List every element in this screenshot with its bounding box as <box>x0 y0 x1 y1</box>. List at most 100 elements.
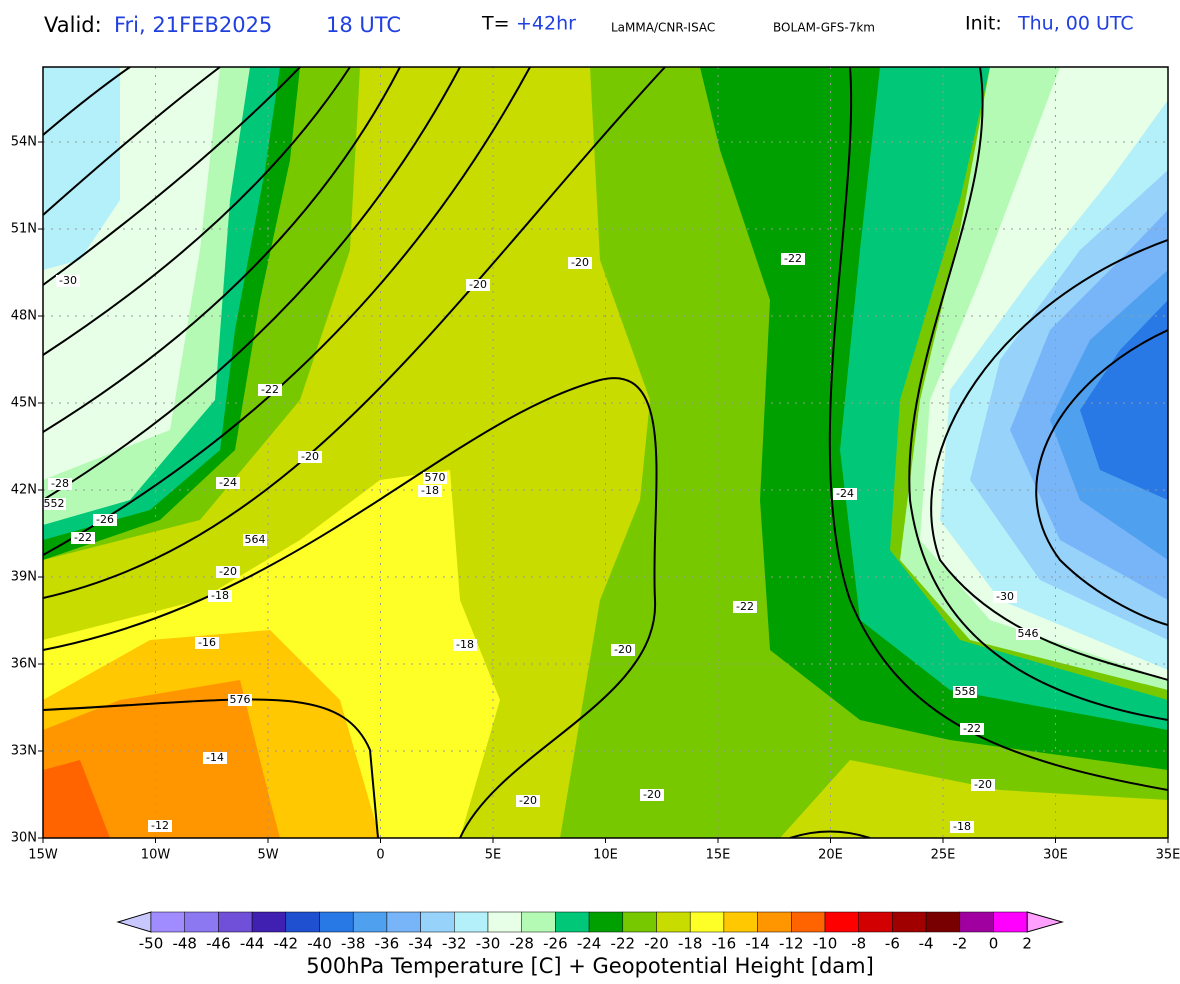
colorbar-bin <box>184 911 219 933</box>
colorbar-label: -26 <box>543 935 568 953</box>
colorbar-label: 0 <box>989 935 999 953</box>
source: LaMMA/CNR-ISAC <box>611 21 715 35</box>
contour-label: -24 <box>219 476 237 489</box>
contour-label: 564 <box>245 533 266 546</box>
colorbar-bin <box>588 911 624 933</box>
colorbar-bin <box>251 911 287 933</box>
contour-label: -22 <box>963 722 981 735</box>
contour-label-box <box>950 821 974 833</box>
colorbar-bin <box>150 911 185 933</box>
colorbar-label: -12 <box>779 935 804 953</box>
colorbar: -50 -48 -46 -44 -42 -40 -38 -36 -34 -32 -30 -28 -26-… <box>116 911 1065 953</box>
colorbar-label: -38 <box>341 935 366 953</box>
contour-label-box <box>216 566 240 578</box>
contour-label-box <box>208 590 232 602</box>
colorbar-label: -34 <box>408 935 433 953</box>
colorbar-bin <box>858 911 893 933</box>
contour-label: 576 <box>230 693 251 706</box>
lon-label: 20E <box>818 848 843 863</box>
contour-label: -18 <box>421 484 439 497</box>
contour-label: -24 <box>836 487 854 500</box>
lon-label: 5W <box>257 848 278 863</box>
colorbar-bin <box>824 911 859 933</box>
colorbar-label: -14 <box>745 935 770 953</box>
lon-label: 35E <box>1156 848 1180 863</box>
valid-time: 18 UTC <box>326 13 401 37</box>
lat-label: 45N <box>11 396 37 411</box>
contour-label: -18 <box>953 820 971 833</box>
contour-label-box <box>453 639 477 651</box>
lon-label: 5E <box>485 848 502 863</box>
contour-label-box <box>611 644 635 656</box>
contour-label-box <box>243 534 267 546</box>
colorbar-bin <box>925 911 961 933</box>
height-contours <box>43 67 1168 838</box>
contour-label: -16 <box>198 636 216 649</box>
contour-label-box <box>993 591 1017 603</box>
contour-labels: -30 -28 552 -26 -22 -22 -24 -20 564 -20 -18 -16 576 -… <box>42 252 1040 833</box>
colorbar-bin <box>555 911 590 933</box>
colorbar-label: -40 <box>307 935 332 953</box>
colorbar-end <box>116 911 152 933</box>
contour-label-box <box>93 514 117 526</box>
contour-label: -26 <box>96 513 114 526</box>
contour-label: -20 <box>519 794 537 807</box>
contour-label: -20 <box>643 788 661 801</box>
contour-label: 552 <box>44 497 65 510</box>
colorbar-label: -10 <box>813 935 838 953</box>
colorbar-bin <box>285 911 320 933</box>
contour-label: -18 <box>456 638 474 651</box>
colorbar-label: -46 <box>206 935 231 953</box>
valid-label: Valid: <box>44 13 102 37</box>
contour-label-box <box>71 532 95 544</box>
contour-label-box <box>258 384 282 396</box>
step: +42hr <box>516 13 576 35</box>
contour-label: -20 <box>614 643 632 656</box>
colorbar-bin <box>959 911 994 933</box>
colorbar-bin <box>521 911 556 933</box>
contour-label-box <box>418 485 442 497</box>
step-label: T= <box>481 13 510 35</box>
contour-label-box <box>423 472 447 484</box>
colorbar-label: -24 <box>577 935 602 953</box>
contour-label-box <box>1016 628 1040 640</box>
colorbar-title: 500hPa Temperature [C] + Geopotential He… <box>306 954 874 978</box>
lat-label: 51N <box>11 222 37 237</box>
colorbar-label: -30 <box>476 935 501 953</box>
contour-label: -22 <box>736 600 754 613</box>
contour-label-box <box>148 820 172 832</box>
init: Thu, 00 UTC <box>1017 13 1134 35</box>
colorbar-bin <box>386 911 421 933</box>
colorbar-label: -36 <box>375 935 400 953</box>
colorbar-bin <box>689 911 725 933</box>
contour-label-box <box>56 275 80 287</box>
colorbar-label: -20 <box>644 935 669 953</box>
colorbar-bin <box>656 911 691 933</box>
colorbar-label: 2 <box>1022 935 1032 953</box>
colorbar-label: -32 <box>442 935 467 953</box>
colorbar-label: -6 <box>885 935 900 953</box>
lat-label: 42N <box>11 483 37 498</box>
init-label: Init: <box>965 13 1002 35</box>
colorbar-label: -4 <box>919 935 934 953</box>
colorbar-bin <box>352 911 388 933</box>
colorbar-label: -44 <box>240 935 265 953</box>
colorbar-label: -48 <box>172 935 197 953</box>
colorbar-bin <box>420 911 455 933</box>
lat-label: 33N <box>11 744 37 759</box>
contour-label-box <box>733 601 757 613</box>
contour-label: -20 <box>469 278 487 291</box>
contour-label-box <box>971 779 995 791</box>
contour-label-box <box>516 795 540 807</box>
contour-label: -28 <box>51 477 69 490</box>
colorbar-label: -50 <box>139 935 164 953</box>
colorbar-label: -2 <box>952 935 967 953</box>
contour-label: -22 <box>784 252 802 265</box>
contour-label-box <box>195 637 219 649</box>
contour-label-box <box>216 477 240 489</box>
colorbar-label: -18 <box>678 935 703 953</box>
lon-label: 30E <box>1043 848 1068 863</box>
contour-label: -14 <box>206 751 224 764</box>
contour-label: -20 <box>571 256 589 269</box>
